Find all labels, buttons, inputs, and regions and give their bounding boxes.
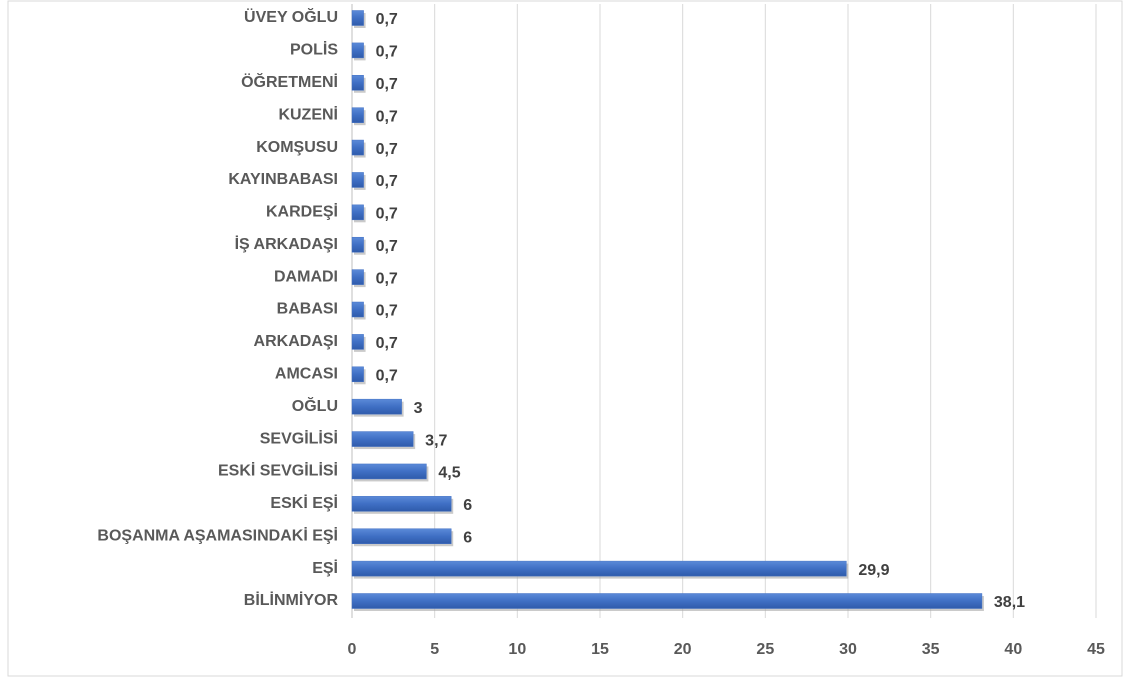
bar <box>351 496 452 512</box>
value-label: 0,7 <box>376 11 398 28</box>
x-tick-label: 15 <box>591 641 609 658</box>
y-tick-label: ESKİ EŞİ <box>270 494 338 512</box>
bar <box>351 334 364 350</box>
y-tick-label: ÜVEY OĞLU <box>244 7 338 26</box>
value-label: 0,7 <box>376 206 398 223</box>
bar <box>351 560 847 577</box>
x-tick-label: 25 <box>756 641 774 658</box>
x-tick-label: 0 <box>348 641 357 658</box>
value-label: 29,9 <box>858 562 889 579</box>
value-label: 0,7 <box>376 173 398 190</box>
x-tick-label: 10 <box>508 641 526 658</box>
bar <box>351 366 364 383</box>
value-label: 0,7 <box>376 108 398 125</box>
x-tick-label: 20 <box>674 641 692 658</box>
y-tick-label: POLİS <box>290 41 338 59</box>
value-label: 4,5 <box>438 465 460 482</box>
value-label: 3,7 <box>425 432 447 449</box>
bar <box>351 42 364 59</box>
y-tick-label: ÖĞRETMENİ <box>241 72 338 91</box>
bar <box>351 528 452 544</box>
value-label: 3 <box>414 400 423 417</box>
y-tick-label: ARKADAŞI <box>254 333 338 350</box>
x-tick-label: 35 <box>922 641 940 658</box>
y-tick-label: AMCASI <box>275 365 338 382</box>
y-tick-label: EŞİ <box>312 559 338 577</box>
y-tick-label: BİLİNMİYOR <box>244 591 339 609</box>
y-tick-label: DAMADI <box>274 268 338 285</box>
bar <box>351 301 364 318</box>
y-tick-label: KUZENİ <box>278 105 338 123</box>
y-tick-label: KOMŞUSU <box>256 139 338 156</box>
x-tick-label: 5 <box>430 641 439 658</box>
bar <box>351 463 427 480</box>
value-label: 0,7 <box>376 238 398 255</box>
bar <box>351 139 364 156</box>
value-label: 38,1 <box>994 594 1025 611</box>
y-tick-label: İŞ ARKADAŞI <box>235 235 338 253</box>
value-label: 0,7 <box>376 303 398 320</box>
value-label: 0,7 <box>376 44 398 61</box>
y-tick-label: SEVGİLİSİ <box>260 429 338 447</box>
value-label: 0,7 <box>376 141 398 158</box>
y-tick-label: OĞLU <box>292 396 338 415</box>
y-tick-label: BABASI <box>277 301 338 318</box>
x-tick-label: 40 <box>1004 641 1022 658</box>
bar <box>351 75 364 91</box>
value-label: 0,7 <box>376 76 398 93</box>
value-label: 0,7 <box>376 270 398 287</box>
y-tick-label: ESKİ SEVGİLİSİ <box>218 462 338 480</box>
y-tick-label: KARDEŞİ <box>266 203 338 221</box>
value-label: 0,7 <box>376 335 398 352</box>
bar <box>351 10 364 26</box>
bar <box>351 172 364 188</box>
bar <box>351 269 364 285</box>
value-label: 6 <box>463 497 472 514</box>
y-tick-label: KAYINBABASI <box>228 171 338 188</box>
y-tick-label: BOŞANMA AŞAMASINDAKİ EŞİ <box>97 526 338 544</box>
value-label: 6 <box>463 529 472 546</box>
bar <box>351 236 364 253</box>
bar <box>351 204 364 221</box>
bar <box>351 431 414 447</box>
bar <box>351 107 364 123</box>
chart-border <box>7 0 1123 677</box>
bar <box>351 593 983 609</box>
x-tick-label: 30 <box>839 641 857 658</box>
x-tick-label: 45 <box>1087 641 1105 658</box>
value-label: 0,7 <box>376 367 398 384</box>
bar <box>351 398 402 415</box>
